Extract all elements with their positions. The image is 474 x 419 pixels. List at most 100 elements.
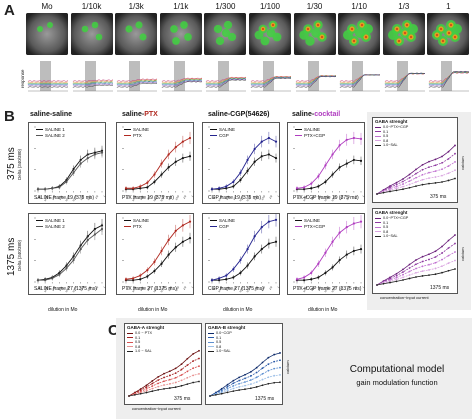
trace-line — [429, 71, 470, 85]
chart-caption: PTX+CGP frame 19 (375 ms) — [293, 195, 359, 201]
x-tick-label: 1/10k — [43, 194, 50, 202]
legend-label: 0.8 — [383, 229, 389, 234]
data-point — [139, 278, 142, 281]
trace-line — [250, 77, 292, 87]
legend-swatch — [124, 220, 131, 222]
x-tick-label: 1/30 — [79, 194, 85, 201]
column-title-saline-cocktail: saline-cocktail — [292, 111, 340, 118]
data-point — [317, 185, 320, 188]
calcium-image — [427, 13, 470, 55]
data-point — [324, 180, 327, 183]
x-tick-label: 1/1k — [232, 194, 238, 201]
data-point — [267, 242, 270, 245]
legend-entry: CGP — [210, 224, 229, 229]
x-tick-label: 1/3 — [94, 194, 100, 200]
chart-caption: PTX frame 27 (1375 ms) — [122, 286, 177, 292]
trace-line — [295, 75, 336, 87]
stimulus-bar — [129, 61, 141, 91]
series-line — [211, 219, 277, 281]
chart-caption: CGP frame 27 (1375 ms) — [208, 286, 264, 292]
x-tick-label: 1/1k — [317, 194, 323, 201]
dilution-label: 1/3 — [398, 2, 410, 11]
calcium-image — [115, 13, 158, 55]
x-tick-label: 1/10 — [174, 194, 180, 201]
legend-swatch — [295, 226, 302, 228]
legend-entry: PTX+CGP — [295, 224, 325, 229]
legend-entry: SALINE — [210, 218, 235, 223]
activity-spot — [397, 40, 400, 42]
x-tick-label: 1/10k — [131, 285, 138, 293]
data-point — [260, 155, 263, 158]
legend-swatch — [124, 135, 131, 137]
x-tick-label: 1/10 — [174, 285, 180, 292]
data-point — [160, 162, 163, 165]
activity-spot — [228, 32, 237, 42]
x-tick-label: 1/30 — [253, 285, 259, 292]
x-tick-label: 1/3k — [139, 194, 145, 201]
legend-label: 0.8 — [216, 344, 222, 349]
x-tick-label: 1/30 — [338, 194, 344, 201]
x-tick-label: 1/30 — [167, 194, 173, 201]
data-point — [317, 262, 320, 265]
stimulus-bar — [40, 61, 51, 91]
legend-label: 0.5 — [383, 225, 389, 230]
legend-swatch — [375, 140, 381, 142]
trace-line — [72, 82, 113, 86]
activity-spot — [266, 28, 276, 38]
legend-entry: SALINE 2 — [36, 133, 65, 138]
data-point — [260, 226, 263, 229]
column-title-text: saline-CGP(54626) — [208, 111, 270, 118]
legend-label: SALINE — [133, 127, 150, 132]
model-time-label: 375 ms — [174, 396, 191, 402]
data-point — [146, 186, 149, 189]
activity-spot — [395, 28, 398, 30]
model-y-label: calcium — [285, 360, 290, 374]
legend-swatch — [375, 222, 381, 224]
legend-label: 1.0~SAL — [216, 349, 231, 354]
trace-line — [27, 82, 69, 85]
image-background — [70, 13, 113, 55]
legend-swatch — [36, 135, 43, 137]
series-line — [126, 237, 191, 281]
legend-swatch — [375, 231, 381, 233]
activity-spot — [304, 36, 315, 46]
data-point — [72, 167, 75, 171]
data-point — [246, 264, 249, 267]
data-point — [174, 160, 177, 163]
legend-label: 0.1 — [383, 220, 389, 225]
data-point — [44, 279, 47, 282]
x-tick-label: 1/3k — [51, 285, 57, 292]
x-tick-label: 1/300 — [238, 194, 245, 202]
model-legend-entry: 0.0~PTX+CGP — [375, 216, 408, 220]
trace-line — [27, 85, 69, 87]
legend-label: SALINE 2 — [45, 224, 65, 229]
legend-entry: PTX — [124, 133, 142, 138]
series-line — [211, 137, 277, 190]
model-line — [128, 358, 200, 397]
model-legend-title: GABA strenght — [375, 119, 408, 124]
activity-spot — [363, 24, 374, 34]
data-point — [93, 153, 96, 156]
data-point — [253, 160, 256, 163]
legend-swatch — [127, 346, 133, 348]
legend-label: SALINE 1 — [45, 218, 65, 223]
model-point — [279, 381, 281, 384]
x-tick-label: 1/3 — [94, 285, 100, 291]
series-line — [38, 152, 103, 190]
model-legend-entry: 1.0~SAL — [375, 234, 398, 238]
data-point — [167, 153, 170, 156]
legend-swatch — [375, 126, 381, 128]
x-tick-label: 1/30 — [338, 285, 344, 292]
activity-spot — [452, 24, 463, 34]
model-line — [128, 350, 200, 397]
trace-line — [206, 79, 247, 88]
dilution-label: 1/100 — [259, 2, 281, 11]
data-point — [253, 235, 256, 238]
calcium-image — [382, 13, 425, 55]
data-point — [267, 220, 270, 223]
data-point — [79, 162, 82, 165]
legend-swatch — [208, 350, 214, 352]
calcium-image — [338, 13, 381, 55]
series-line — [212, 153, 277, 190]
x-tick-label: Mo — [125, 194, 131, 200]
